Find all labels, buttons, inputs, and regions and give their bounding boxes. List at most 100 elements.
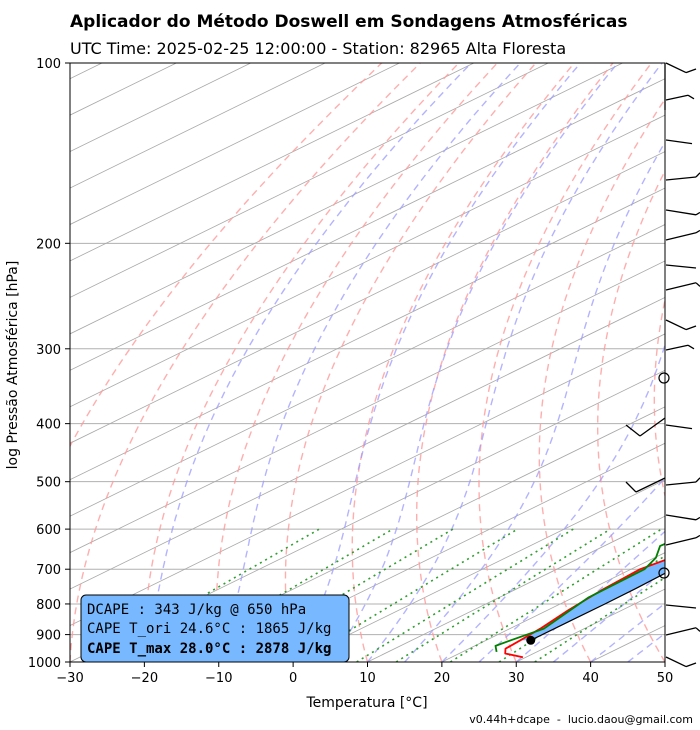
isotherm-line [70, 63, 549, 298]
y-tick-label: 100 [36, 57, 61, 72]
footer-credit: v0.44h+dcape - lucio.daou@gmail.com [469, 713, 693, 726]
isotherm-line [70, 114, 665, 408]
cape-tori-label: CAPE T_ori 24.6°C : 1865 J/kg [87, 621, 331, 637]
wind-barb [665, 232, 697, 241]
wind-barb [695, 516, 700, 521]
y-tick-label: 400 [36, 418, 61, 433]
wind-barb [695, 534, 700, 539]
plot-frame [69, 62, 666, 663]
isotherm-line [70, 63, 326, 189]
moist-adiabat [515, 530, 665, 662]
y-tick-label: 1000 [28, 656, 61, 671]
wind-barb [635, 477, 666, 493]
y-tick-label: 700 [36, 563, 61, 578]
moist-adiabat [218, 63, 521, 662]
moist-adiabat [404, 140, 665, 662]
parcel-profile [530, 572, 665, 641]
wind-barb [685, 68, 697, 74]
wind-barb [665, 656, 687, 668]
wind-barb [665, 319, 687, 331]
mixing-ratio-line [395, 528, 611, 662]
wind-barb [687, 94, 695, 100]
y-tick-label: 600 [36, 523, 61, 538]
isotherm-line [70, 333, 665, 626]
cape-box [80, 594, 350, 663]
wind-barb [625, 424, 641, 437]
chart-subtitle: UTC Time: 2025-02-25 12:00:00 - Station:… [70, 39, 567, 58]
isotherm-line [70, 151, 665, 444]
x-tick-label: 10 [359, 671, 376, 686]
wind-barb [665, 481, 697, 486]
isotherm-line [70, 187, 665, 481]
wind-barb [665, 139, 693, 145]
isotherm-line [70, 63, 177, 116]
moist-adiabat [441, 342, 665, 662]
wind-barb [665, 424, 693, 430]
isotherm-line [70, 260, 665, 554]
wind-barb [685, 325, 697, 331]
wind-barb [665, 176, 697, 181]
wind-barb [665, 282, 697, 291]
moist-adiabat [143, 63, 472, 662]
dry-adiabat [143, 63, 460, 662]
background-lines [70, 63, 665, 662]
wind-barb [665, 94, 689, 101]
wind-barb [695, 282, 700, 287]
cape-annotation: DCAPE : 343 J/kg @ 650 hPa CAPE T_ori 24… [80, 594, 350, 663]
x-tick-label: 50 [657, 671, 674, 686]
wind-barb [665, 627, 697, 636]
isotherm-line [144, 406, 665, 662]
dry-adiabat [538, 97, 665, 662]
wind-barb [695, 477, 700, 483]
dry-adiabat [478, 63, 652, 662]
y-tick-label: 200 [36, 237, 61, 252]
isotherm-line [367, 515, 665, 662]
x-tick-label: −10 [205, 671, 232, 686]
wind-barbs [625, 62, 700, 668]
cape-tmax-label: CAPE T_max 28.0°C : 2878 J/kg [87, 641, 331, 657]
y-tick-label: 500 [36, 476, 61, 491]
wind-barb [625, 481, 637, 493]
mixing-ratio-line [356, 528, 574, 662]
wind-barb [639, 417, 666, 437]
y-tick-label: 800 [36, 598, 61, 613]
wind-barb [695, 627, 700, 632]
x-tick-label: 0 [289, 671, 297, 686]
axes: −30 −20 −10 0 10 20 30 40 50 100 200 300 400 500 600 70… [28, 57, 673, 686]
dry-adiabat [351, 63, 575, 662]
isotherm-line [292, 479, 665, 662]
wind-barb [665, 209, 697, 216]
parcel-marker [526, 635, 536, 645]
x-tick-label: 20 [434, 671, 451, 686]
temperature-profile [504, 559, 665, 659]
isotherm-line [70, 78, 665, 371]
isotherm-line [70, 63, 623, 335]
isotherm-line [70, 369, 665, 662]
dry-adiabat [416, 63, 614, 662]
isotherm-line [70, 224, 665, 517]
x-axis-label: Temperatura [°C] [305, 695, 427, 711]
mixing-ratio-line [87, 528, 320, 662]
dcape-label: DCAPE : 343 J/kg @ 650 hPa [87, 602, 306, 618]
dry-adiabat [597, 169, 665, 662]
isotherm-line [516, 588, 665, 662]
calm-wind-marker [658, 372, 670, 384]
wind-barb [665, 62, 687, 74]
x-tick-label: −30 [56, 671, 83, 686]
dry-adiabat [70, 63, 383, 448]
moist-adiabat [478, 476, 665, 662]
dry-adiabat [284, 63, 537, 662]
wind-barb [687, 344, 695, 350]
moist-adiabat [366, 63, 663, 662]
isotherm-line [664, 661, 665, 662]
isotherm-line [70, 63, 475, 262]
wind-barb [665, 604, 697, 609]
x-tick-label: −20 [131, 671, 158, 686]
wind-barb [665, 514, 697, 521]
wind-barb [695, 172, 700, 178]
x-tick-label: 40 [582, 671, 599, 686]
isotherm-line [218, 442, 665, 662]
wind-barb [695, 211, 700, 216]
y-axis-label: log Pressão Atmosférica [hPa] [5, 261, 21, 470]
x-tick-label: 30 [508, 671, 525, 686]
